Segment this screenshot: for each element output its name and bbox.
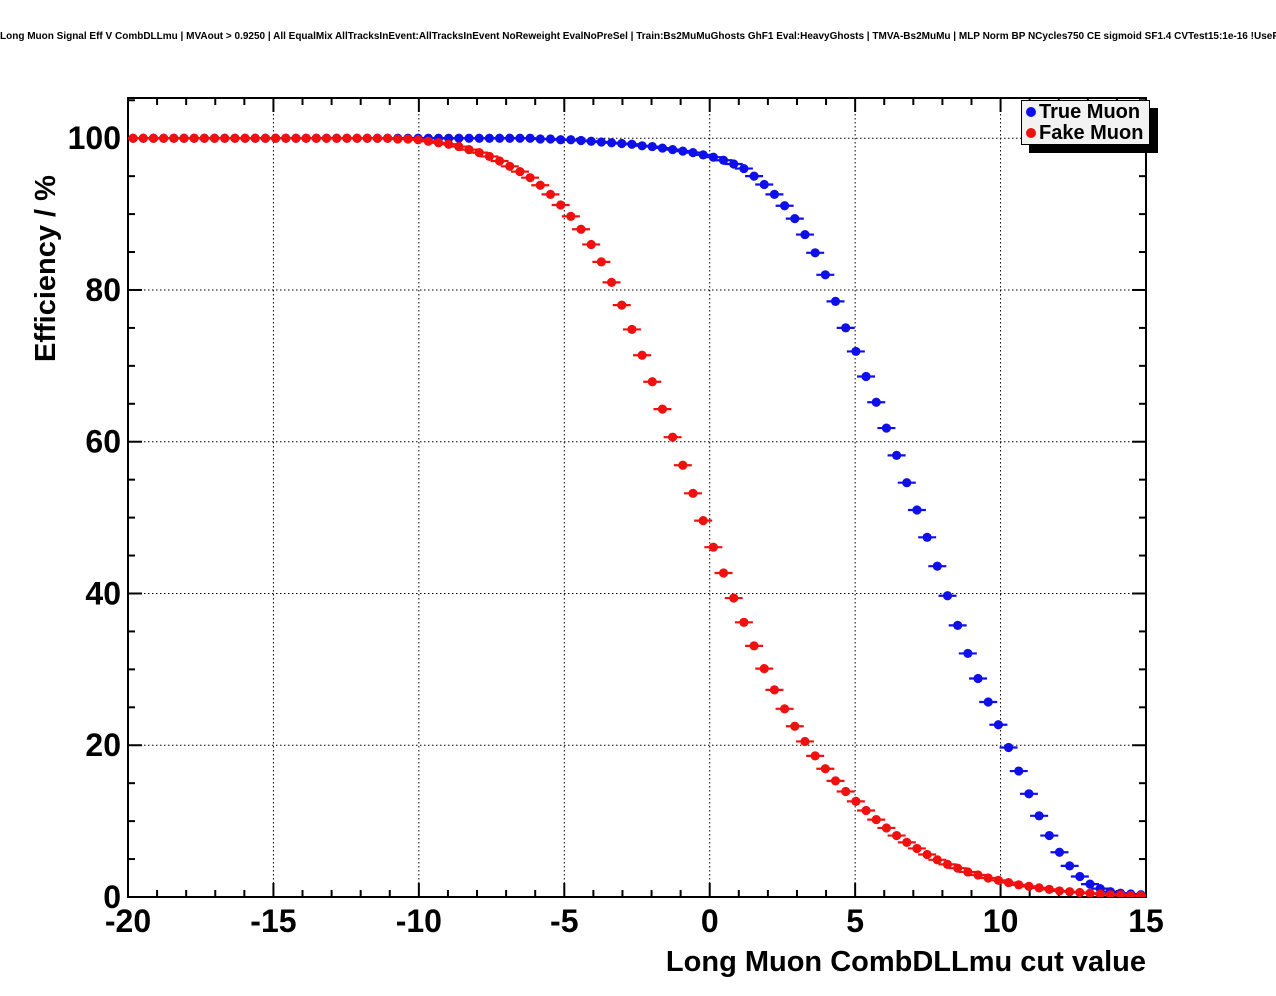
svg-text:-5: -5: [550, 903, 578, 939]
svg-text:-20: -20: [105, 903, 151, 939]
legend: True Muon Fake Muon: [1021, 100, 1150, 145]
svg-text:0: 0: [701, 903, 719, 939]
svg-text:10: 10: [983, 903, 1019, 939]
tick-marks: [127, 98, 1147, 898]
fake-muon-series: [128, 133, 1146, 897]
x-axis-title: Long Muon CombDLLmu cut value: [665, 946, 1146, 978]
svg-text:100: 100: [68, 120, 121, 156]
svg-text:-10: -10: [396, 903, 442, 939]
svg-text:20: 20: [85, 727, 121, 763]
y-axis-title: Efficiency / %: [30, 175, 62, 362]
legend-item: True Muon: [1022, 102, 1149, 122]
fake-muon-marker-icon: [1026, 128, 1036, 138]
plot-title: Long Muon Signal Eff V CombDLLmu | MVAou…: [0, 31, 1276, 42]
legend-label: Fake Muon: [1039, 122, 1144, 144]
svg-text:5: 5: [846, 903, 864, 939]
svg-text:15: 15: [1128, 903, 1164, 939]
svg-text:80: 80: [85, 272, 121, 308]
true-muon-series: [128, 133, 1146, 897]
svg-text:60: 60: [85, 424, 121, 460]
svg-text:0: 0: [103, 879, 121, 915]
x-tick-labels: -20 -15 -10 -5 0 5 10 15: [105, 903, 1164, 939]
gridlines: [128, 98, 1146, 897]
svg-text:-15: -15: [250, 903, 296, 939]
y-tick-labels: 0 20 40 60 80 100: [68, 120, 121, 915]
true-muon-marker-icon: [1026, 107, 1036, 117]
plot-frame: [127, 97, 1147, 898]
legend-label: True Muon: [1039, 101, 1141, 123]
svg-text:40: 40: [85, 575, 121, 611]
legend-item: Fake Muon: [1022, 123, 1149, 143]
